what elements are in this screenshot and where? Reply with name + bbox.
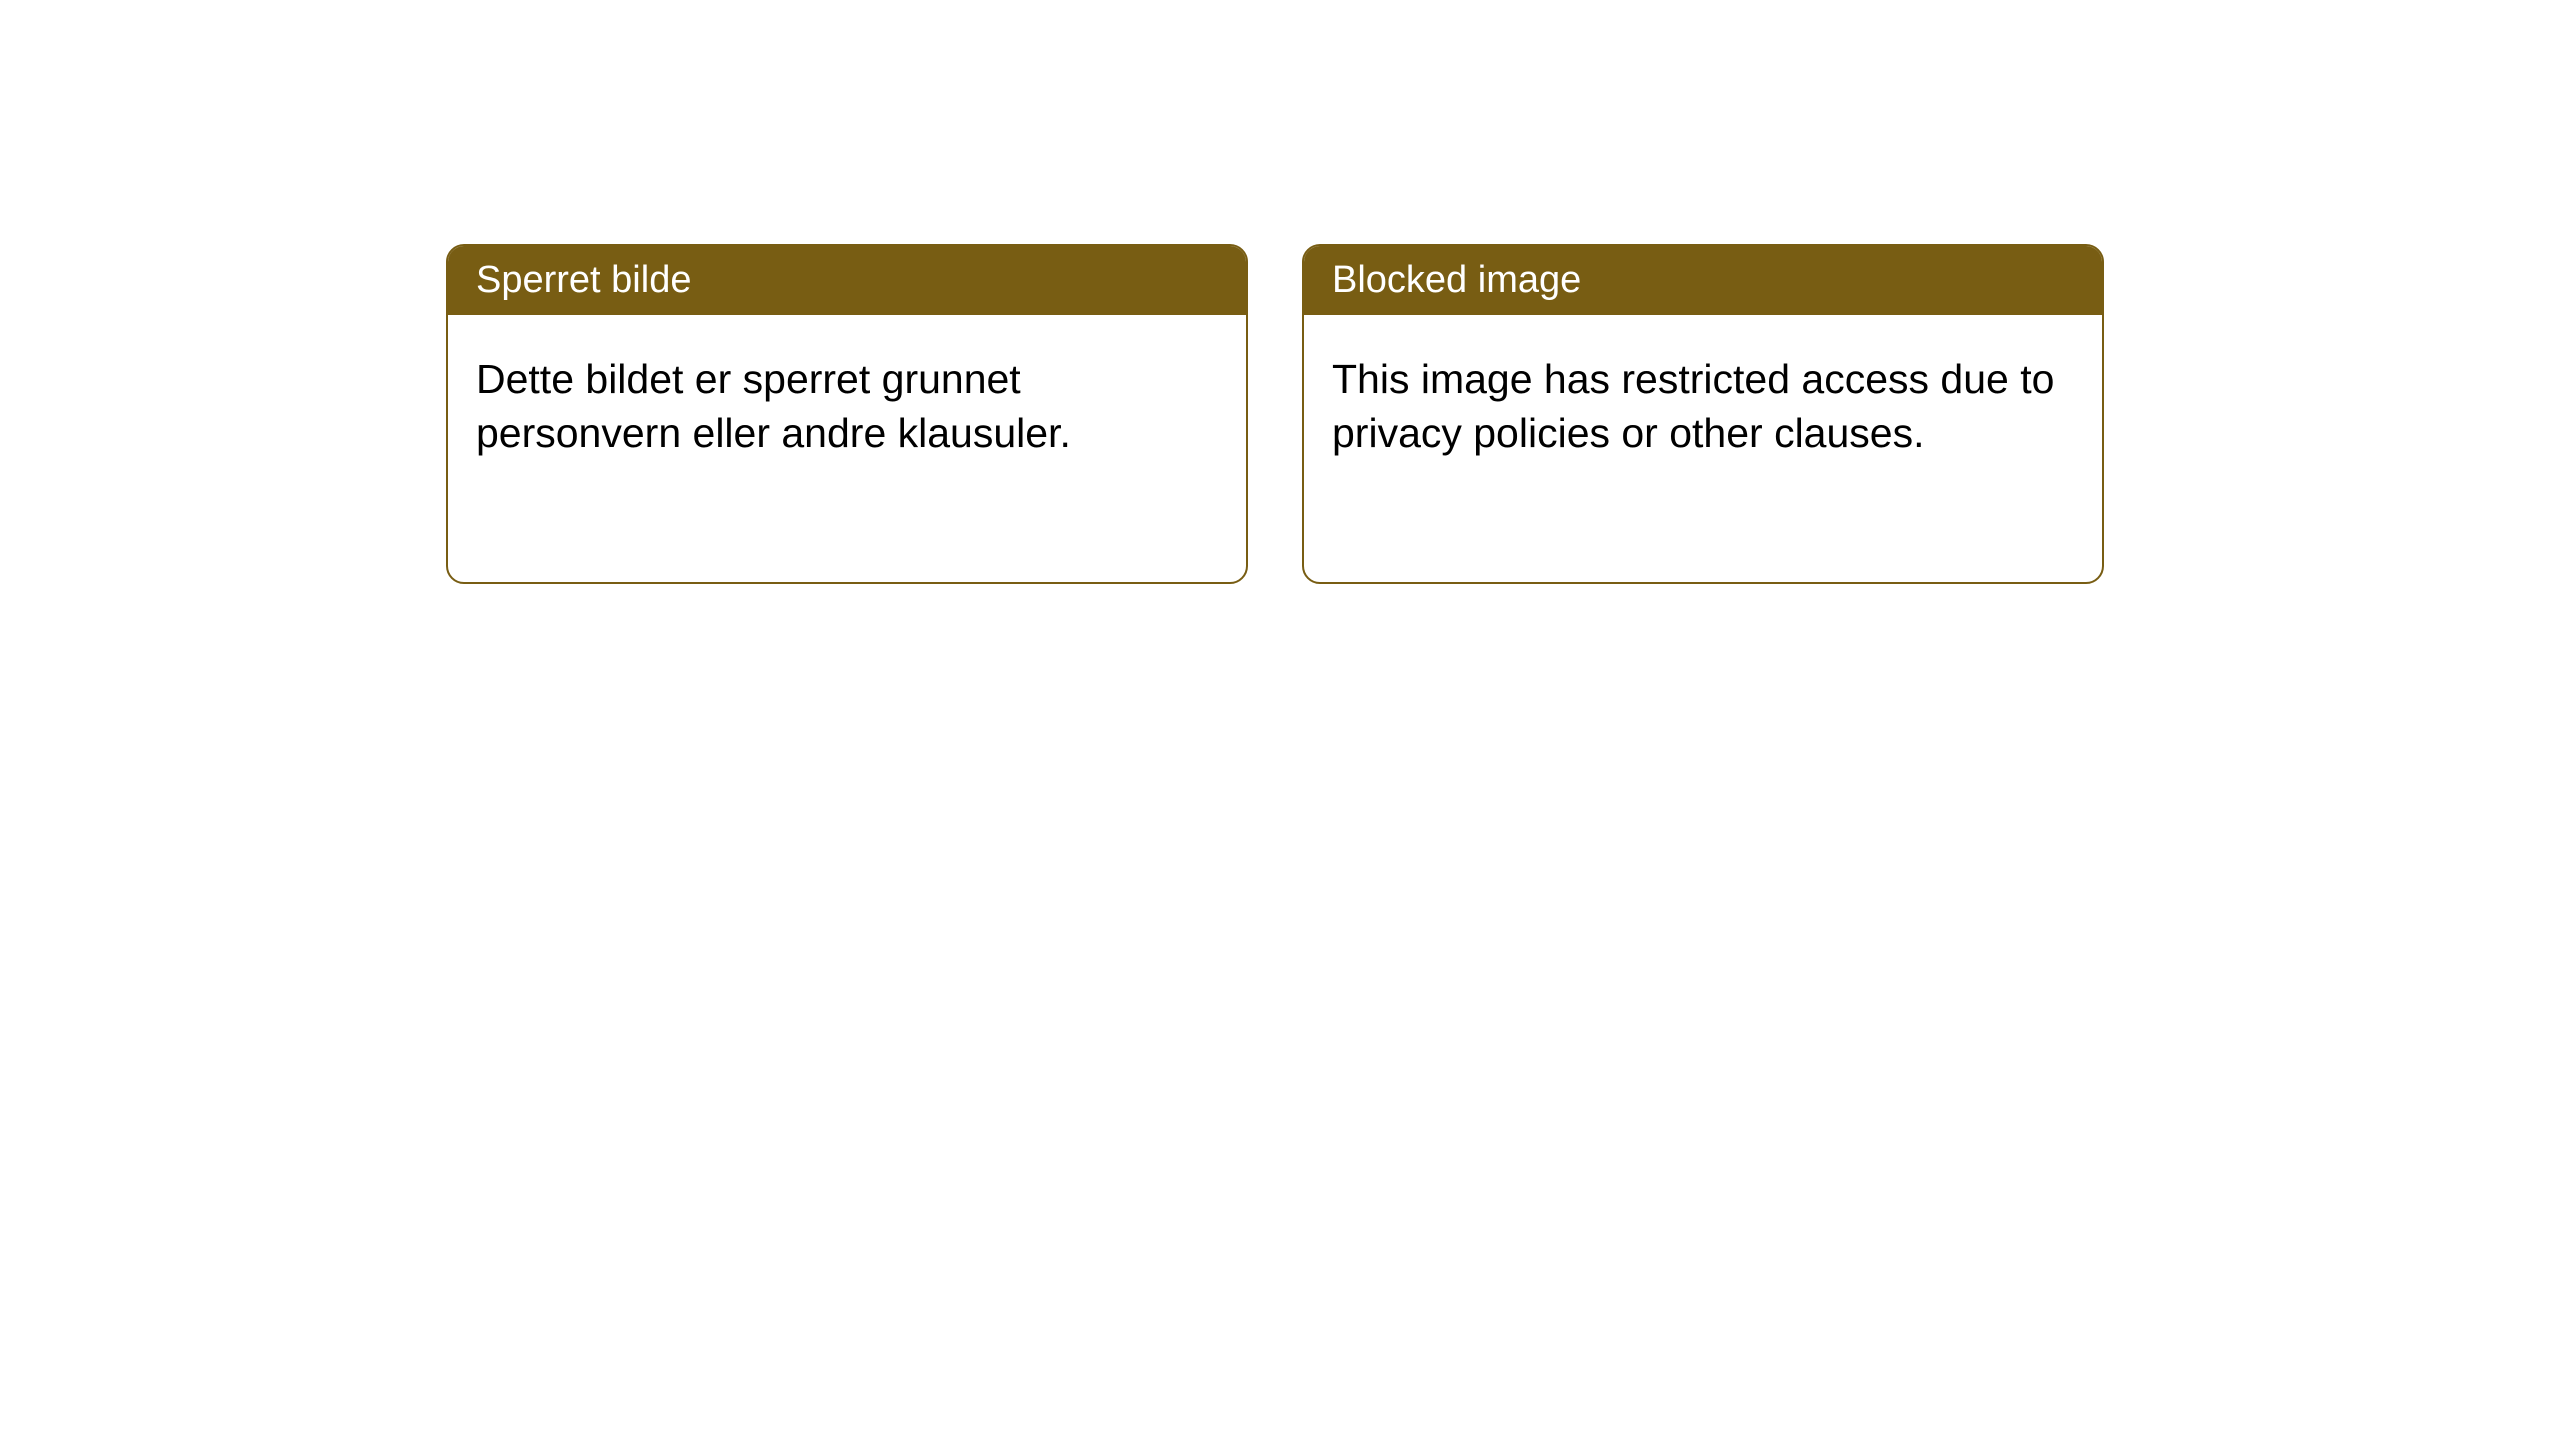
blocked-image-card-no: Sperret bilde Dette bildet er sperret gr…	[446, 244, 1248, 584]
card-body: Dette bildet er sperret grunnet personve…	[448, 315, 1246, 480]
card-header: Blocked image	[1304, 246, 2102, 315]
card-body-text: Dette bildet er sperret grunnet personve…	[476, 356, 1071, 455]
blocked-image-card-en: Blocked image This image has restricted …	[1302, 244, 2104, 584]
cards-container: Sperret bilde Dette bildet er sperret gr…	[446, 244, 2104, 584]
card-title: Blocked image	[1332, 259, 1581, 301]
card-header: Sperret bilde	[448, 246, 1246, 315]
card-body-text: This image has restricted access due to …	[1332, 356, 2054, 455]
card-body: This image has restricted access due to …	[1304, 315, 2102, 480]
card-title: Sperret bilde	[476, 259, 691, 301]
